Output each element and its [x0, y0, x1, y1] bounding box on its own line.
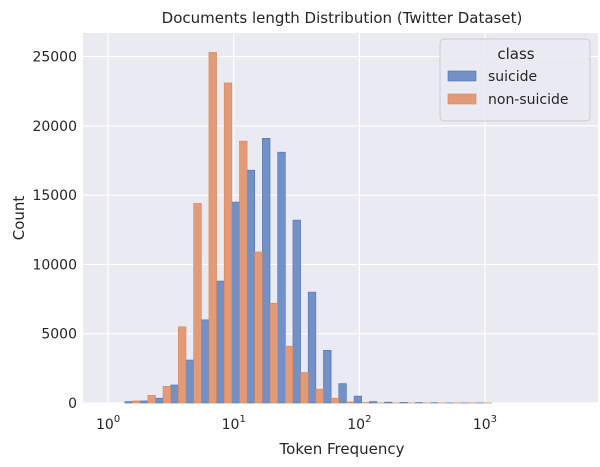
bar-suicide: [307, 291, 317, 404]
x-axis-label: Token Frequency: [279, 440, 405, 458]
y-tick-label: 25000: [32, 50, 77, 66]
legend-label-suicide: suicide: [488, 69, 537, 85]
chart-title: Documents length Distribution (Twitter D…: [162, 9, 523, 27]
legend: class suicide non-suicide: [439, 38, 591, 122]
bar-non-suicide: [147, 395, 156, 404]
bar-suicide: [353, 395, 362, 404]
x-tick-label: 102: [347, 414, 371, 433]
bar-suicide: [231, 201, 240, 404]
x-tick-label: 101: [222, 414, 246, 433]
bar-non-suicide: [269, 302, 278, 404]
bar-non-suicide: [132, 400, 141, 404]
bar-suicide: [277, 151, 286, 404]
bar-suicide: [384, 401, 393, 404]
bar-suicide: [399, 402, 408, 404]
bar-non-suicide: [208, 52, 217, 404]
y-tick-label: 0: [68, 396, 77, 412]
bar-suicide: [323, 350, 332, 404]
series-suicide-bars: [124, 138, 485, 404]
legend-box: [439, 38, 591, 122]
y-tick-label: 5000: [41, 327, 77, 343]
legend-label-non-suicide: non-suicide: [488, 92, 569, 108]
bar-non-suicide: [254, 251, 263, 404]
bar-non-suicide: [285, 345, 294, 404]
bar-suicide: [292, 219, 301, 404]
bar-non-suicide: [346, 401, 355, 404]
bar-suicide: [124, 401, 133, 404]
bar-suicide: [338, 383, 347, 404]
y-axis-label: Count: [10, 196, 28, 241]
series-non-suicide-bars: [132, 52, 492, 404]
legend-swatch-suicide: [447, 70, 477, 82]
bar-non-suicide: [178, 326, 187, 404]
bar-non-suicide: [162, 386, 172, 404]
bar-suicide: [170, 384, 179, 404]
bar-non-suicide: [239, 140, 248, 404]
bar-suicide: [185, 359, 194, 404]
bar-suicide: [216, 280, 225, 404]
y-tick-label: 20000: [32, 119, 77, 135]
bar-non-suicide: [223, 82, 233, 404]
y-axis-ticks: 0 5000 10000 15000 20000 25000: [32, 50, 77, 412]
bar-suicide: [201, 319, 210, 404]
bar-suicide: [369, 401, 378, 404]
bar-non-suicide: [330, 397, 340, 404]
x-axis-ticks: 100 101 102 103: [96, 414, 497, 433]
bar-suicide: [155, 397, 164, 404]
x-tick-label: 100: [96, 414, 120, 433]
x-tick-label: 103: [473, 414, 497, 433]
bar-suicide: [139, 400, 149, 404]
bar-non-suicide: [315, 388, 324, 404]
bar-non-suicide: [300, 372, 309, 404]
legend-title: class: [497, 45, 534, 63]
legend-swatch-non-suicide: [447, 93, 477, 105]
bar-suicide: [262, 138, 271, 404]
bar-suicide: [246, 169, 256, 404]
bar-non-suicide: [193, 203, 202, 404]
y-tick-label: 15000: [32, 188, 77, 204]
y-tick-label: 10000: [32, 257, 77, 273]
